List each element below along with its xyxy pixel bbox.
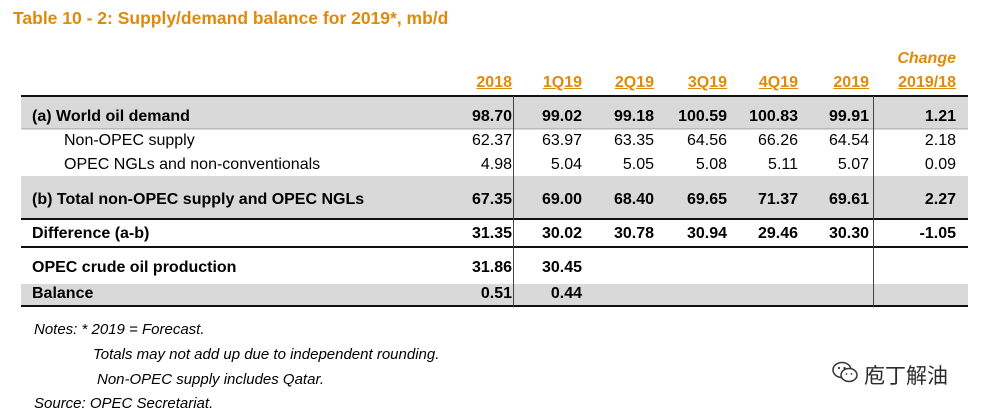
cell-change: -1.05	[919, 225, 956, 242]
cell-1q19: 0.44	[550, 285, 582, 302]
row-label: Difference (a-b)	[32, 225, 150, 242]
row-label: (a) World oil demand	[32, 108, 190, 125]
cell-2019: 99.91	[828, 108, 869, 125]
cell-4q19: 29.46	[757, 225, 798, 242]
cell-2018: 31.35	[471, 225, 512, 242]
table-row: Non-OPEC supply 62.37 63.97 63.35 64.56 …	[21, 130, 968, 152]
row-label: Balance	[32, 285, 94, 302]
cell-2019: 69.61	[828, 191, 869, 208]
row-label: Non-OPEC supply	[64, 132, 195, 149]
band-total-supply	[21, 176, 968, 220]
note-qatar: Non-OPEC supply includes Qatar.	[97, 371, 325, 388]
cell-2q19: 63.35	[613, 132, 654, 149]
cell-2019: 30.30	[828, 225, 869, 242]
cell-2019: 64.54	[828, 132, 869, 149]
note-rounding: Totals may not add up due to independent…	[93, 346, 440, 363]
rule-after-demand	[21, 128, 968, 129]
band-balance	[21, 284, 968, 306]
note-source: Source: OPEC Secretariat.	[34, 395, 214, 412]
cell-2018: 98.70	[471, 108, 512, 125]
cell-2018: 4.98	[480, 156, 512, 173]
cell-2018: 31.86	[471, 259, 512, 276]
cell-1q19: 69.00	[541, 191, 582, 208]
column-header-3q19: 3Q19	[687, 74, 727, 91]
cell-1q19: 30.45	[541, 259, 582, 276]
column-header-change-line2: 2019/18	[898, 74, 956, 91]
cell-4q19: 5.11	[768, 156, 798, 173]
row-label: OPEC crude oil production	[32, 259, 237, 276]
column-header-2q19: 2Q19	[614, 74, 654, 91]
cell-1q19: 5.04	[550, 156, 582, 173]
rule-after-difference	[21, 246, 968, 248]
cell-2q19: 99.18	[613, 108, 654, 125]
column-header-2019: 2019	[833, 74, 869, 91]
column-header-change-line1: Change	[897, 50, 956, 67]
column-header-4q19: 4Q19	[758, 74, 798, 91]
cell-4q19: 71.37	[757, 191, 798, 208]
rule-header	[21, 95, 968, 97]
cell-1q19: 99.02	[541, 108, 582, 125]
cell-change: 0.09	[924, 156, 956, 173]
table-row: (a) World oil demand 98.70 99.02 99.18 1…	[21, 106, 968, 128]
cell-3q19: 30.94	[686, 225, 727, 242]
cell-4q19: 66.26	[757, 132, 798, 149]
table-row: OPEC crude oil production 31.86 30.45	[21, 257, 968, 279]
band-top	[21, 96, 968, 130]
cell-1q19: 30.02	[541, 225, 582, 242]
cell-3q19: 64.56	[686, 132, 727, 149]
divider-after-2018	[513, 96, 514, 306]
wechat-icon	[832, 360, 858, 390]
cell-change: 2.18	[924, 132, 956, 149]
cell-2018: 67.35	[471, 191, 512, 208]
column-header-2018: 2018	[476, 74, 512, 91]
cell-change: 2.27	[924, 191, 956, 208]
row-label: OPEC NGLs and non-conventionals	[64, 156, 321, 173]
cell-2018: 0.51	[480, 285, 512, 302]
table-row: OPEC NGLs and non-conventionals 4.98 5.0…	[21, 154, 968, 176]
table-row: Difference (a-b) 31.35 30.02 30.78 30.94…	[21, 223, 968, 245]
watermark-text: 庖丁解油	[864, 365, 948, 388]
cell-3q19: 69.65	[686, 191, 727, 208]
cell-2018: 62.37	[471, 132, 512, 149]
row-label: (b) Total non-OPEC supply and OPEC NGLs	[32, 191, 365, 208]
cell-4q19: 100.83	[749, 108, 798, 125]
cell-3q19: 5.08	[695, 156, 727, 173]
cell-2019: 5.07	[837, 156, 869, 173]
rule-after-balance	[21, 305, 968, 307]
rule-after-total-supply	[21, 218, 968, 220]
watermark: 庖丁解油	[832, 360, 948, 390]
divider-after-2019	[873, 96, 874, 306]
table-row: Balance 0.51 0.44	[21, 283, 968, 305]
cell-2q19: 5.05	[622, 156, 654, 173]
column-header-1q19: 1Q19	[542, 74, 582, 91]
cell-3q19: 100.59	[678, 108, 727, 125]
cell-2q19: 68.40	[613, 191, 654, 208]
cell-1q19: 63.97	[541, 132, 582, 149]
cell-change: 1.21	[924, 108, 956, 125]
note-forecast: Notes: * 2019 = Forecast.	[34, 321, 205, 338]
table-title: Table 10 - 2: Supply/demand balance for …	[13, 8, 449, 28]
table-row: (b) Total non-OPEC supply and OPEC NGLs …	[21, 189, 968, 211]
cell-2q19: 30.78	[613, 225, 654, 242]
